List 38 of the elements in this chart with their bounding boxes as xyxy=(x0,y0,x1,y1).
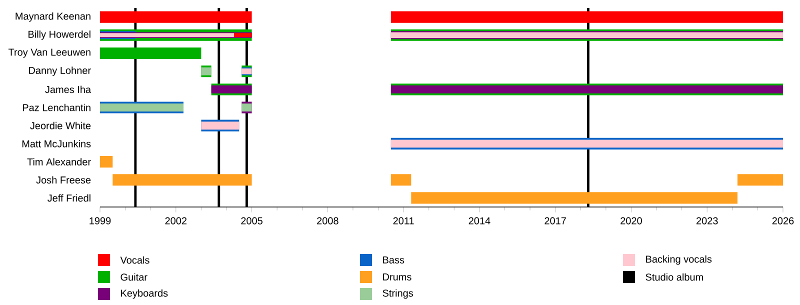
legend-label: Vocals xyxy=(120,256,150,264)
x-tick-label: 2011 xyxy=(393,217,414,224)
x-tick-label: 2008 xyxy=(317,217,338,224)
y-tick-label: Billy Howerdel xyxy=(28,30,90,40)
x-tick-label: 1999 xyxy=(90,217,111,224)
x-tick-label: 2020 xyxy=(620,217,642,224)
y-tick-label: Jeff Friedl xyxy=(48,194,90,202)
x-tick-label: 2005 xyxy=(241,217,262,224)
legend-label: Studio album xyxy=(646,273,703,281)
bar xyxy=(112,174,252,186)
y-tick-label: Danny Lohner xyxy=(29,66,91,76)
x-tick-label: 2026 xyxy=(772,217,794,224)
x-tick-label: 2002 xyxy=(165,217,187,224)
y-tick-label: James Iha xyxy=(45,86,92,94)
legend-label: Drums xyxy=(383,274,412,280)
bar xyxy=(390,11,783,23)
y-tick-label: Tim Alexander xyxy=(27,158,91,166)
legend-label: Guitar xyxy=(120,273,148,281)
y-tick-label: Maynard Keenan xyxy=(16,12,90,22)
x-tick-label: 2014 xyxy=(468,217,490,224)
bar xyxy=(100,156,113,168)
legend-label: Strings xyxy=(382,289,414,299)
bar xyxy=(737,174,783,186)
bar xyxy=(234,33,252,38)
bar xyxy=(411,192,738,204)
bar xyxy=(100,47,202,60)
legend-label: Backing vocals xyxy=(646,255,712,265)
x-tick-label: 2023 xyxy=(696,217,718,224)
y-tick-label: Josh Freese xyxy=(36,176,91,184)
y-tick-label: Troy Van Leeuwen xyxy=(8,48,90,58)
x-tick-label: 2017 xyxy=(544,217,566,224)
y-tick-label: Matt McJunkins xyxy=(22,140,91,148)
legend-label: Keyboards xyxy=(121,289,168,299)
y-tick-label: Paz Lenchantin xyxy=(22,104,90,112)
bar xyxy=(390,174,412,186)
bar xyxy=(100,11,252,23)
y-tick-label: Jeordie White xyxy=(30,122,91,130)
legend-label: Bass xyxy=(383,256,404,264)
